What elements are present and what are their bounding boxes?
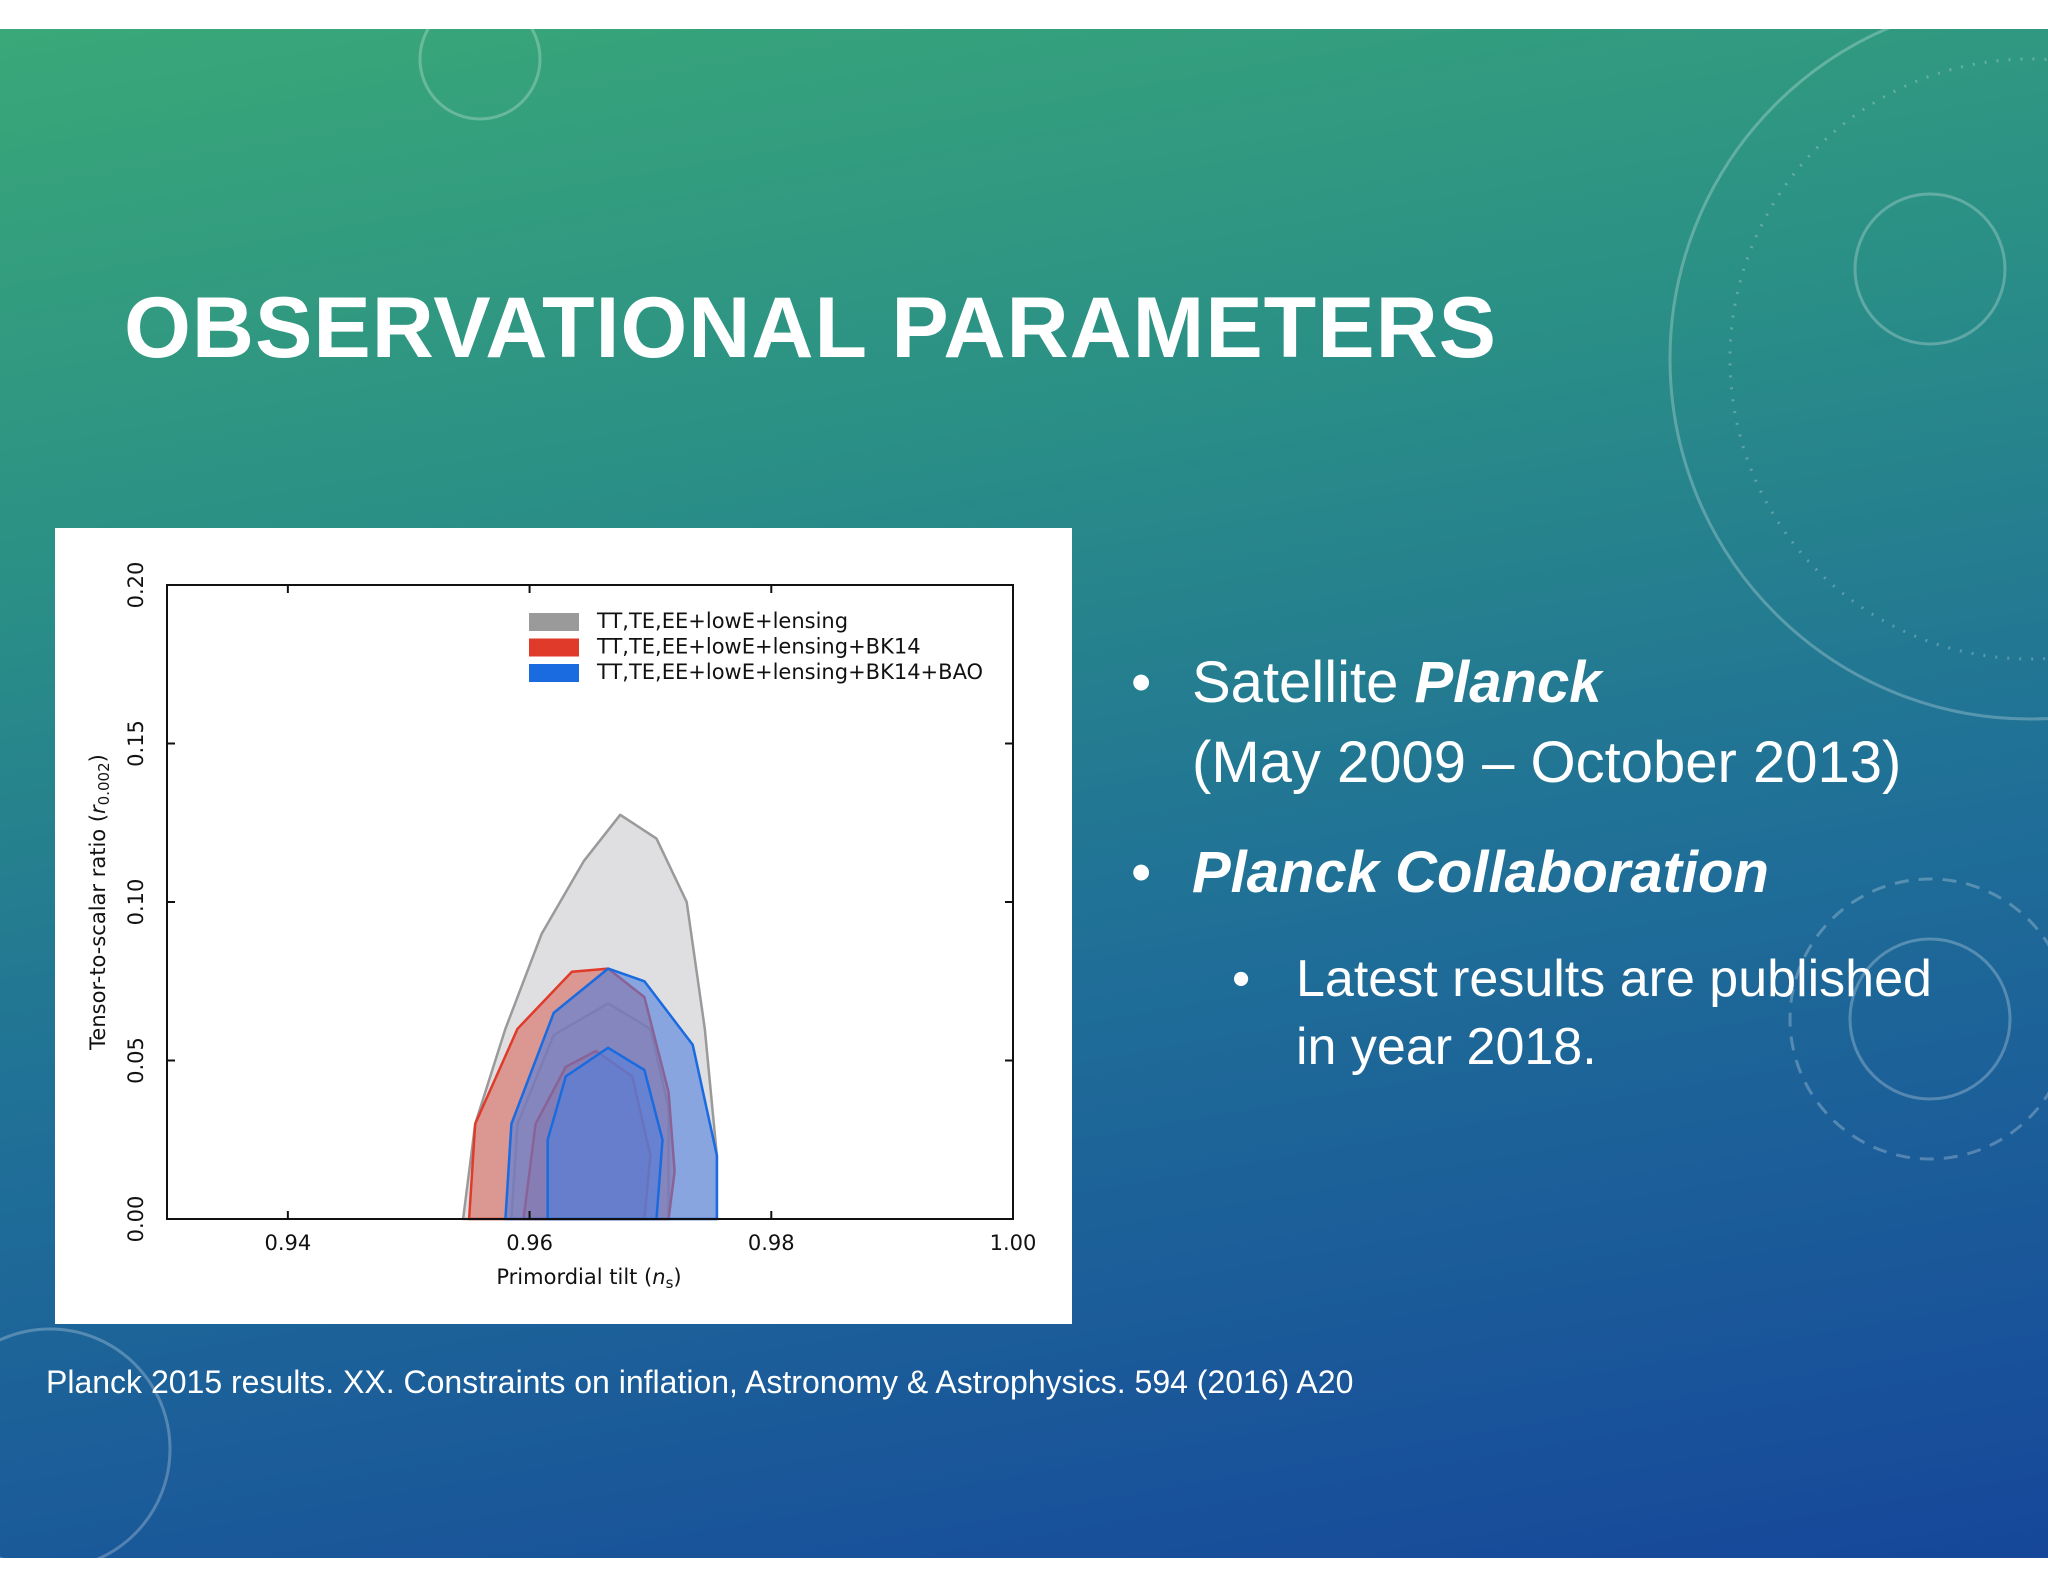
- x-axis-label: Primordial tilt (ns): [496, 1265, 681, 1292]
- x-tick-label: 0.96: [506, 1231, 553, 1255]
- x-axis-label: Primordial tilt (: [496, 1265, 652, 1289]
- bullet-emphasis: Planck Collaboration: [1192, 840, 1769, 905]
- slide-title: OBSERVATIONAL PARAMETERS: [124, 280, 1498, 376]
- y-tick-label: 0.10: [124, 879, 148, 926]
- legend-label: TT,TE,EE+lowE+lensing+BK14+BAO: [596, 660, 983, 684]
- legend-label: TT,TE,EE+lowE+lensing+BK14: [596, 635, 921, 659]
- legend-label: TT,TE,EE+lowE+lensing: [596, 609, 848, 633]
- y-axis-label: Tensor-to-scalar ratio (: [86, 814, 110, 1051]
- sub-bullet-text: in year 2018.: [1296, 1018, 1597, 1076]
- y-tick-label: 0.20: [124, 562, 148, 609]
- bullet-dot: •: [1131, 650, 1152, 715]
- sub-bullet-text: Latest results are published: [1296, 950, 1932, 1008]
- x-axis-label: n: [652, 1265, 665, 1289]
- citation: Planck 2015 results. XX. Constraints on …: [46, 1364, 1354, 1400]
- y-tick-label: 0.05: [124, 1037, 148, 1084]
- x-axis-label: ): [673, 1265, 681, 1289]
- bullet-text: (May 2009 – October 2013): [1192, 730, 1902, 795]
- bullet-text: Planck Collaboration: [1192, 839, 1769, 906]
- y-tick-label: 0.00: [124, 1196, 148, 1243]
- chart: Primordial tilt (ns) Tensor-to-scalar ra…: [55, 528, 1072, 1324]
- x-tick-label: 1.00: [990, 1231, 1037, 1255]
- bullet-text: Satellite: [1192, 650, 1399, 715]
- legend-swatch: [529, 664, 579, 682]
- y-axis-label: r: [86, 804, 110, 814]
- y-axis-label: 0.002: [95, 762, 113, 805]
- legend-swatch: [529, 638, 579, 657]
- x-tick-label: 0.94: [264, 1231, 311, 1255]
- bullet-emphasis: Planck: [1414, 650, 1602, 715]
- x-tick-label: 0.98: [748, 1231, 795, 1255]
- slide: OBSERVATIONAL PARAMETERS • Satellite Pla…: [0, 29, 2048, 1558]
- y-tick-label: 0.15: [124, 720, 148, 767]
- x-axis-label: s: [666, 1274, 674, 1292]
- sub-bullet-dot: •: [1232, 950, 1251, 1008]
- background-decoration: [0, 29, 2048, 1558]
- bullet-text: Satellite Planck: [1192, 649, 1601, 716]
- legend-swatch: [529, 613, 579, 631]
- bullet-dot: •: [1131, 840, 1152, 905]
- contour: [546, 1046, 664, 1221]
- y-axis-label: Tensor-to-scalar ratio (r0.002): [86, 754, 113, 1051]
- y-axis-label: ): [86, 754, 110, 762]
